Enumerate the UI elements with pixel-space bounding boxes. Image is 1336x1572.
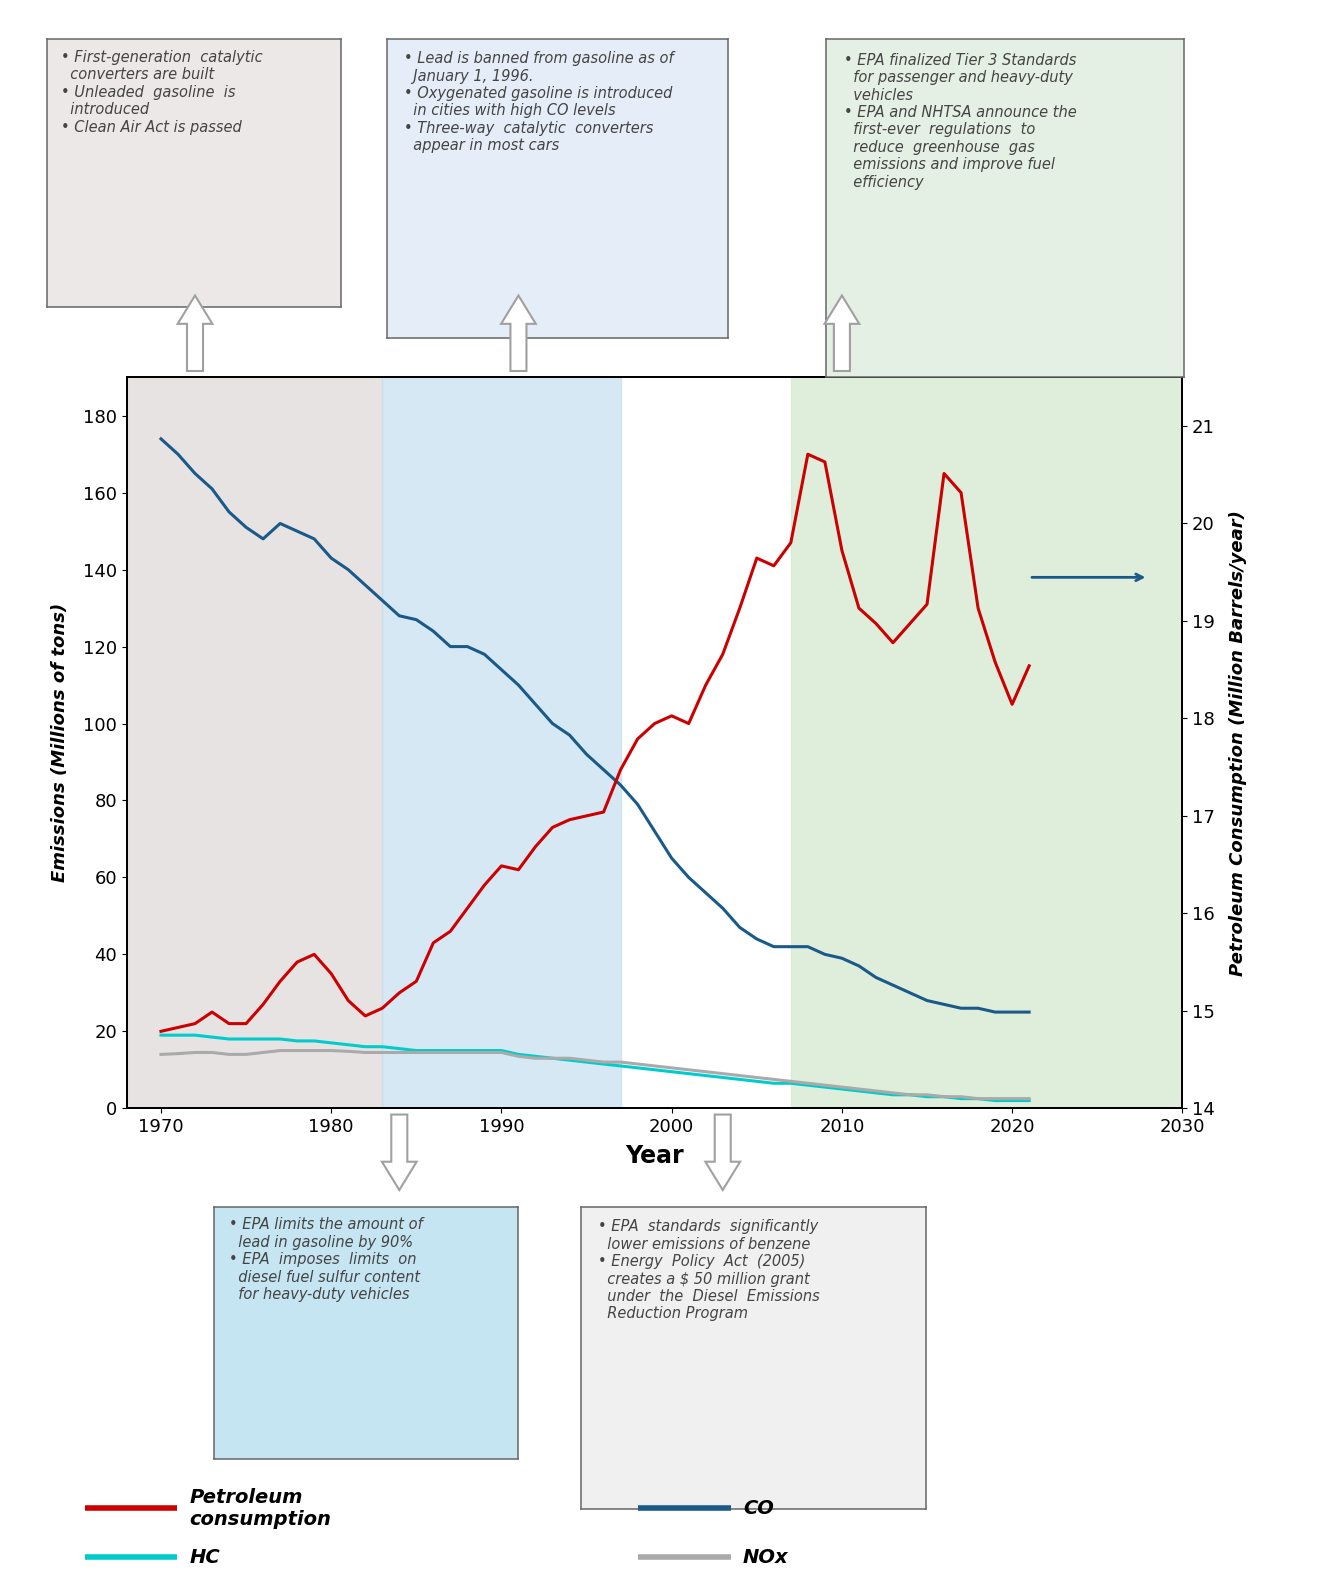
Y-axis label: Emissions (Millions of tons): Emissions (Millions of tons) <box>51 604 69 882</box>
Bar <box>791 377 1182 1108</box>
Text: • EPA  standards  significantly
  lower emissions of benzene
• Energy  Policy  A: • EPA standards significantly lower emis… <box>599 1220 820 1322</box>
Text: Petroleum
consumption: Petroleum consumption <box>190 1487 331 1528</box>
Text: NOx: NOx <box>743 1548 788 1567</box>
Bar <box>382 377 621 1108</box>
Text: • First-generation  catalytic
  converters are built
• Unleaded  gasoline  is
  : • First-generation catalytic converters … <box>61 50 263 135</box>
Text: CO: CO <box>743 1498 774 1517</box>
Y-axis label: Petroleum Consumption (Million Barrels/year): Petroleum Consumption (Million Barrels/y… <box>1229 509 1246 976</box>
Text: • EPA finalized Tier 3 Standards
  for passenger and heavy-duty
  vehicles
• EPA: • EPA finalized Tier 3 Standards for pas… <box>843 53 1077 190</box>
Text: HC: HC <box>190 1548 220 1567</box>
X-axis label: Year: Year <box>625 1144 684 1168</box>
Bar <box>127 377 382 1108</box>
Text: • Lead is banned from gasoline as of
  January 1, 1996.
• Oxygenated gasoline is: • Lead is banned from gasoline as of Jan… <box>405 52 675 152</box>
Text: • EPA limits the amount of
  lead in gasoline by 90%
• EPA  imposes  limits  on
: • EPA limits the amount of lead in gasol… <box>228 1217 422 1302</box>
